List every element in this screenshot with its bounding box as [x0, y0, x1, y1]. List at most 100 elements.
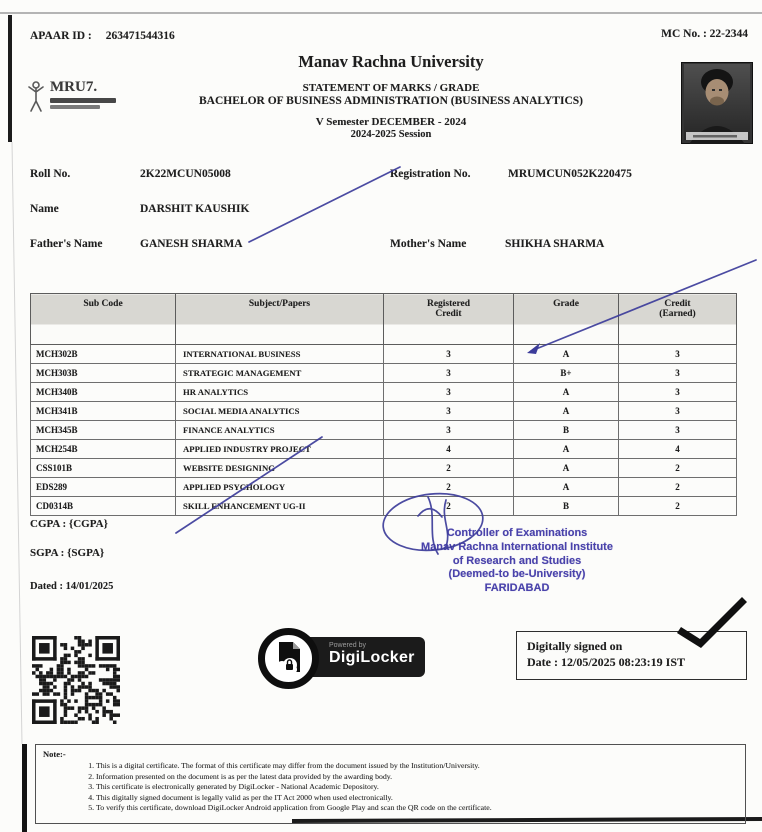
digilocker-label: DigiLocker [329, 649, 415, 666]
roll-no-label: Roll No. [30, 168, 71, 180]
credit-earned-cell: 4 [618, 439, 737, 459]
header-sub-code: Sub Code [30, 293, 176, 345]
subject-cell: APPLIED PSYCHOLOGY [175, 477, 384, 497]
table-row: EDS289 APPLIED PSYCHOLOGY 2 A 2 [30, 477, 737, 497]
digilocker-icon [258, 628, 319, 689]
verified-checkmark-icon [677, 597, 747, 648]
grade-cell: B [513, 420, 619, 440]
header-registered-credit: Registered Credit [383, 293, 514, 345]
note-item: Information presented on the document is… [96, 772, 492, 783]
stamp-line: FARIDABAD [484, 582, 550, 595]
mother-name-value: SHIKHA SHARMA [505, 238, 605, 250]
cgpa-value: CGPA : {CGPA} [30, 518, 108, 530]
subject-cell: FINANCE ANALYTICS [175, 420, 384, 440]
name-value: DARSHIT KAUSHIK [140, 203, 250, 215]
signed-date-line: Date : 12/05/2025 08:23:19 IST [527, 655, 685, 669]
note-item: This certificate is electronically gener… [96, 782, 492, 793]
registered-credit-cell: 2 [383, 496, 514, 516]
notes-list: This is a digital certificate. The forma… [82, 761, 492, 814]
sub-code-cell: MCH345B [30, 420, 176, 440]
mc-no: MC No. : 22-2344 [661, 28, 748, 40]
mru-figure-icon [28, 81, 44, 112]
scan-edge-top [0, 12, 762, 14]
subject-cell: WEBSITE DESIGNING [175, 458, 384, 478]
scan-edge-left-bottom [22, 744, 27, 832]
credit-earned-cell: 2 [618, 458, 737, 478]
table-row: MCH345B FINANCE ANALYTICS 3 B 3 [30, 420, 737, 440]
qr-code [32, 636, 120, 724]
registered-credit-cell: 2 [383, 458, 514, 478]
stamp-line: of Research and Studies [452, 554, 582, 567]
session-title: 2024-2025 Session [350, 129, 432, 140]
registered-credit-cell: 2 [383, 477, 514, 497]
table-row: MCH341B SOCIAL MEDIA ANALYTICS 3 A 3 [30, 401, 737, 421]
registered-credit-cell: 3 [383, 401, 514, 421]
semester-title: V Semester DECEMBER - 2024 [315, 116, 467, 128]
table-row: MCH254B APPLIED INDUSTRY PROJECT 4 A 4 [30, 439, 737, 459]
signed-on-line: Digitally signed on [527, 639, 623, 653]
table-row: MCH302B INTERNATIONAL BUSINESS 3 A 3 [30, 344, 737, 364]
subject-cell: SOCIAL MEDIA ANALYTICS [175, 401, 384, 421]
subject-cell: APPLIED INDUSTRY PROJECT [175, 439, 384, 459]
university-name: Manav Rachna University [298, 52, 484, 71]
mru-logo: MRU7. [26, 80, 116, 116]
note-item: This digitally signed document is legall… [96, 793, 492, 804]
notes-title: Note:- [43, 749, 66, 759]
table-row: CD0314B SKILL ENHANCEMENT UG-II 2 B 2 [30, 496, 737, 516]
credit-earned-cell: 2 [618, 496, 737, 516]
apaar-id-value: 263471544316 [105, 30, 175, 42]
sgpa-value: SGPA : {SGPA} [30, 547, 105, 559]
statement-title: STATEMENT OF MARKS / GRADE [302, 82, 480, 94]
grade-cell: A [513, 477, 619, 497]
coe-stamp: Controller of Examinations Manav Rachna … [393, 527, 641, 596]
credit-earned-cell: 2 [618, 477, 737, 497]
table-header-row: Sub Code Subject/Papers Registered Credi… [30, 293, 737, 345]
pen-line-1 [248, 166, 401, 243]
sub-code-cell: CD0314B [30, 496, 176, 516]
mother-name-label: Mother's Name [390, 238, 467, 250]
mru-logo-subtext-bar2 [50, 105, 100, 109]
registered-credit-cell: 3 [383, 382, 514, 402]
sub-code-cell: MCH340B [30, 382, 176, 402]
grade-cell: B+ [513, 363, 619, 383]
grade-cell: A [513, 344, 619, 364]
sub-code-cell: MCH341B [30, 401, 176, 421]
credit-earned-cell: 3 [618, 363, 737, 383]
digital-signature-box: Digitally signed on Date : 12/05/2025 08… [516, 631, 747, 680]
digilocker-logo: Powered by DigiLocker [303, 637, 425, 677]
sub-code-cell: MCH302B [30, 344, 176, 364]
credit-earned-cell: 3 [618, 401, 737, 421]
mru-logo-text: MRU7. [50, 79, 98, 95]
roll-no-value: 2K22MCUN05008 [140, 168, 231, 180]
apaar-id: APAAR ID : 263471544316 [30, 30, 175, 42]
grade-cell: A [513, 382, 619, 402]
credit-earned-cell: 3 [618, 344, 737, 364]
credit-earned-cell: 3 [618, 420, 737, 440]
grade-cell: A [513, 401, 619, 421]
father-name-value: GANESH SHARMA [140, 238, 243, 250]
mru-logo-subtext-bar [50, 98, 116, 103]
table-row: CSS101B WEBSITE DESIGNING 2 A 2 [30, 458, 737, 478]
marks-table-body: MCH302B INTERNATIONAL BUSINESS 3 A 3 MCH303B S… [30, 344, 737, 516]
stamp-line: (Deemed-to be-University) [448, 568, 586, 581]
subject-cell: SKILL ENHANCEMENT UG-II [175, 496, 384, 516]
registered-credit-cell: 3 [383, 344, 514, 364]
table-row: MCH303B STRATEGIC MANAGEMENT 3 B+ 3 [30, 363, 737, 383]
powered-by-label: Powered by [329, 642, 366, 649]
registration-no-value: MRUMCUN052K220475 [508, 168, 632, 180]
father-name-label: Father's Name [30, 238, 103, 250]
header-subject: Subject/Papers [175, 293, 384, 345]
student-photo [681, 62, 753, 144]
grade-cell: B [513, 496, 619, 516]
sub-code-cell: EDS289 [30, 477, 176, 497]
marks-table: Sub Code Subject/Papers Registered Credi… [30, 293, 737, 516]
scan-edge-faint [11, 141, 23, 745]
dated-value: Dated : 14/01/2025 [30, 581, 114, 592]
scan-edge-left-top [8, 15, 12, 142]
table-row: MCH340B HR ANALYTICS 3 A 3 [30, 382, 737, 402]
header-grade: Grade [513, 293, 619, 345]
credit-earned-cell: 3 [618, 382, 737, 402]
subject-cell: HR ANALYTICS [175, 382, 384, 402]
registration-no-label: Registration No. [390, 168, 471, 180]
registered-credit-cell: 3 [383, 420, 514, 440]
